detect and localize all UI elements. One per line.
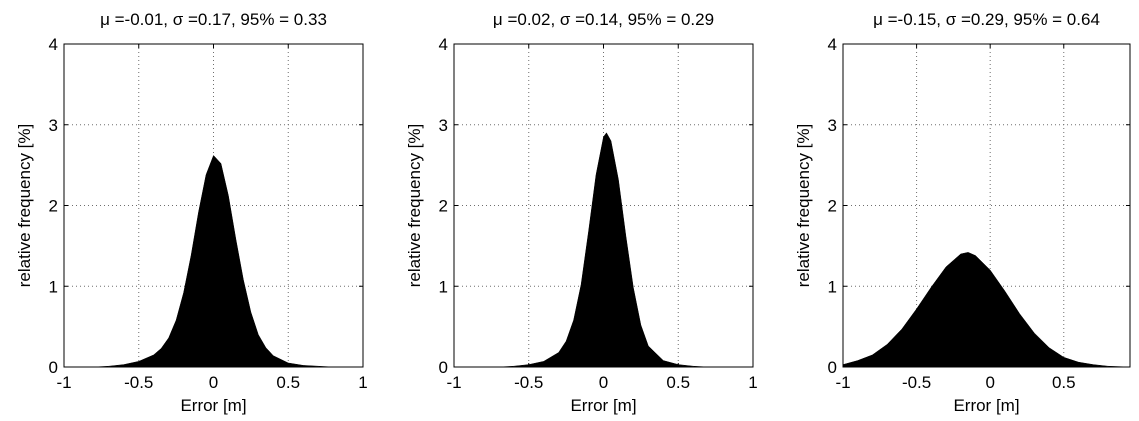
- x-tick-label: -1: [835, 373, 850, 392]
- x-tick-label: 1: [748, 373, 757, 392]
- chart-title: μ =0.02, σ =0.14, 95% = 0.29: [493, 10, 714, 29]
- y-axis-label: relative frequency [%]: [794, 124, 813, 287]
- histogram-panel-1: -1 -0.5 0 0.5 1 0 1 2 3 4 μ =-0.01, σ =0.17, 95% =…: [15, 10, 368, 415]
- y-tick-label: 1: [49, 277, 58, 296]
- x-tick-label: -1: [56, 373, 71, 392]
- y-tick-label: 3: [439, 116, 448, 135]
- x-tick-label: 0: [209, 373, 218, 392]
- y-tick-label: 2: [439, 197, 448, 216]
- y-tick-label: 1: [439, 277, 448, 296]
- y-tick-label: 3: [49, 116, 58, 135]
- x-tick-label: 0: [985, 373, 994, 392]
- histogram-area: [454, 132, 753, 368]
- x-axis-label: Error [m]: [953, 396, 1019, 415]
- x-tick-label: -1: [446, 373, 461, 392]
- histogram-area: [842, 252, 1131, 368]
- x-tick-label: -0.5: [902, 373, 931, 392]
- histogram-panel-2: -1 -0.5 0 0.5 1 0 1 2 3 4 μ =0.02, σ =0.14, 95% = …: [405, 10, 758, 415]
- chart-title: μ =-0.01, σ =0.17, 95% = 0.33: [100, 10, 327, 29]
- y-tick-label: 3: [828, 116, 837, 135]
- histogram-area: [64, 154, 363, 368]
- x-tick-label: 0.5: [1052, 373, 1076, 392]
- x-tick-label: 1: [358, 373, 367, 392]
- y-tick-label: 0: [828, 358, 837, 377]
- x-axis-label: Error [m]: [180, 396, 246, 415]
- histogram-panel-3: -1 -0.5 0 0.5 0 1 2 3 4 μ =-0.15, σ =0.29, 95% = …: [794, 10, 1131, 415]
- y-axis-label: relative frequency [%]: [405, 124, 424, 287]
- x-axis-label: Error [m]: [570, 396, 636, 415]
- x-tick-label: 0.5: [276, 373, 300, 392]
- y-tick-label: 0: [439, 358, 448, 377]
- y-tick-label: 1: [828, 277, 837, 296]
- y-tick-label: 2: [828, 197, 837, 216]
- y-axis-label: relative frequency [%]: [15, 124, 34, 287]
- x-tick-label: -0.5: [124, 373, 153, 392]
- y-tick-label: 0: [49, 358, 58, 377]
- chart-title: μ =-0.15, σ =0.29, 95% = 0.64: [873, 10, 1100, 29]
- y-tick-label: 2: [49, 197, 58, 216]
- y-tick-label: 4: [828, 35, 837, 54]
- y-tick-label: 4: [49, 35, 58, 54]
- x-tick-label: 0: [599, 373, 608, 392]
- x-tick-label: 0.5: [666, 373, 690, 392]
- x-tick-label: -0.5: [514, 373, 543, 392]
- y-tick-label: 4: [439, 35, 448, 54]
